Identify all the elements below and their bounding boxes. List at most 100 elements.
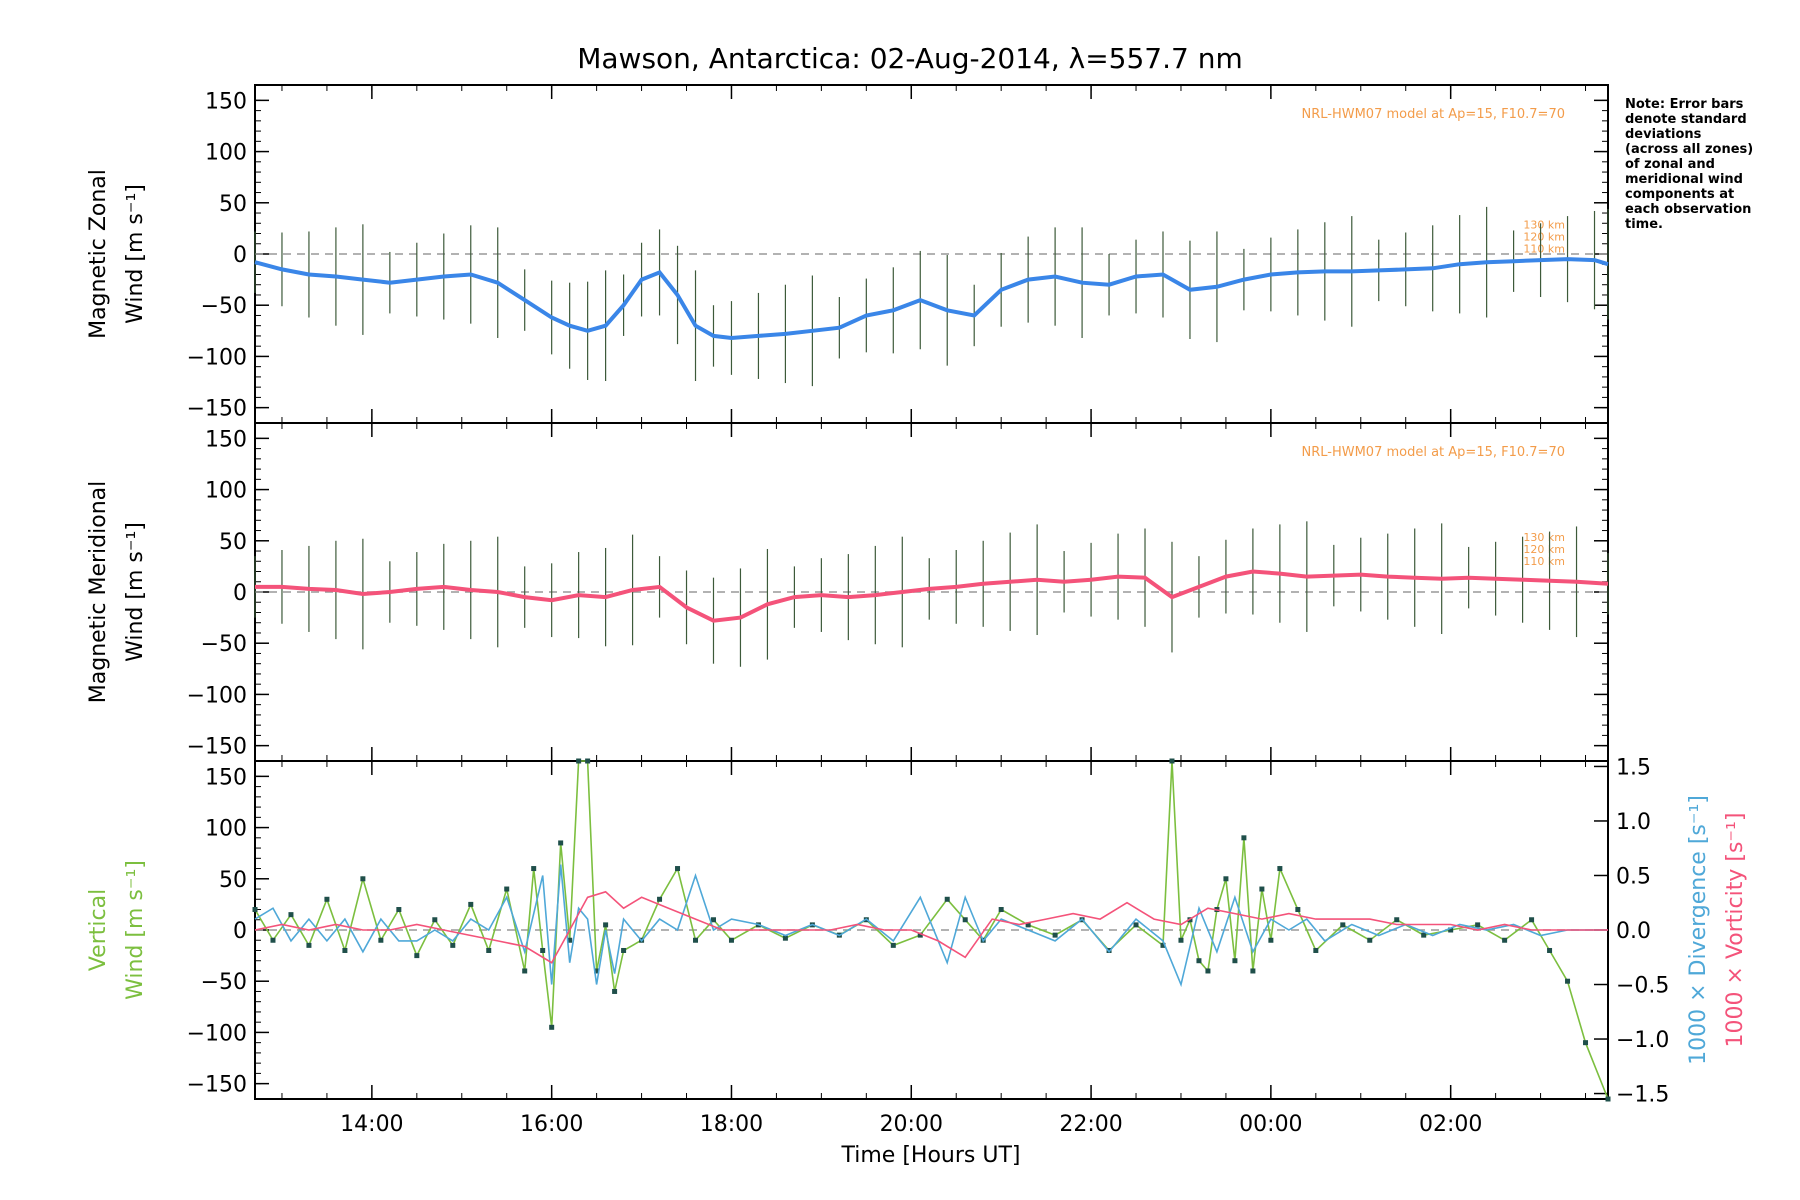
vertical-wind-point bbox=[1178, 937, 1184, 943]
note-line: time. bbox=[1625, 217, 1663, 232]
vertical-wind-point bbox=[1547, 947, 1553, 953]
vertical-panel: −150 −100 −50 0 50 100 150 −1.5 −1.0 −0.5 0.0 0.5 1.… bbox=[86, 755, 1748, 1168]
vertical-wind-point bbox=[1025, 922, 1031, 928]
vertical-wind-point bbox=[1367, 937, 1373, 943]
vertical-ytick-right-label: 1.5 bbox=[1616, 755, 1651, 780]
vertical-ytick-label: 50 bbox=[219, 868, 247, 893]
vertical-wind-point bbox=[576, 758, 582, 764]
zonal-ytick-label: 0 bbox=[233, 243, 247, 268]
vertical-wind-point bbox=[360, 876, 366, 882]
vertical-wind-point bbox=[1421, 932, 1427, 938]
vertical-wind-point bbox=[540, 947, 546, 953]
vertical-wind-point bbox=[1502, 937, 1508, 943]
meridional-altitude-label: 120 km bbox=[1523, 543, 1565, 556]
vertical-ytick-right-label: 0.0 bbox=[1616, 919, 1651, 944]
vertical-wind-point bbox=[378, 937, 384, 943]
vertical-ytick-right-label: −1.0 bbox=[1616, 1028, 1669, 1053]
meridional-model-note: NRL-HWM07 model at Ap=15, F10.7=70 bbox=[1302, 445, 1566, 460]
vertical-wind-point bbox=[252, 907, 258, 913]
xtick-label: 20:00 bbox=[880, 1112, 943, 1137]
meridional-ytick-label: −100 bbox=[187, 683, 247, 708]
vertical-wind-point bbox=[1529, 917, 1535, 923]
meridional-ylabel-line2: Wind [m s⁻¹] bbox=[123, 522, 148, 662]
vertical-wind-point bbox=[1583, 1040, 1589, 1046]
vertical-wind-point bbox=[1223, 876, 1229, 882]
vertical-wind-point bbox=[603, 922, 609, 928]
note-line: deviations bbox=[1625, 127, 1702, 142]
vertical-wind-point bbox=[621, 947, 627, 953]
zonal-panel: NRL-HWM07 model at Ap=15, F10.7=70 −150 −… bbox=[86, 84, 1609, 424]
zonal-series-line bbox=[254, 257, 1609, 341]
note-line: of zonal and bbox=[1625, 157, 1715, 172]
vertical-wind-point bbox=[917, 932, 923, 938]
vertical-wind-point bbox=[306, 942, 312, 948]
meridional-ytick-label: 150 bbox=[205, 427, 247, 452]
vertical-wind-point bbox=[657, 896, 663, 902]
vertical-wind-point bbox=[1295, 907, 1301, 913]
zonal-altitude-label: 130 km bbox=[1523, 218, 1565, 231]
xtick-label: 02:00 bbox=[1419, 1112, 1482, 1137]
zonal-ytick-label: −100 bbox=[187, 345, 247, 370]
meridional-altitude-label: 130 km bbox=[1523, 531, 1565, 544]
zonal-ytick-label: 100 bbox=[205, 141, 247, 166]
vertical-wind-point bbox=[1394, 917, 1400, 923]
vertical-wind-point bbox=[693, 937, 699, 943]
vertical-wind-point bbox=[1241, 835, 1247, 841]
vertical-wind-point bbox=[531, 866, 537, 872]
vertical-wind-point bbox=[396, 907, 402, 913]
zonal-altitude-label: 110 km bbox=[1523, 242, 1565, 255]
note-line: (across all zones) bbox=[1625, 142, 1753, 157]
vertical-series-line bbox=[254, 890, 1608, 964]
vertical-wind-point bbox=[288, 912, 294, 918]
vertical-wind-point bbox=[675, 866, 681, 872]
chart-title: Mawson, Antarctica: 02-Aug-2014, λ=557.7… bbox=[577, 42, 1243, 75]
meridional-ytick-label: 100 bbox=[205, 479, 247, 504]
vertical-wind-point bbox=[432, 917, 438, 923]
zonal-ylabel-line1: Magnetic Zonal bbox=[86, 169, 111, 339]
zonal-ytick-label: 50 bbox=[219, 192, 247, 217]
vertical-wind-point bbox=[1052, 932, 1058, 938]
vertical-wind-point bbox=[1313, 947, 1319, 953]
vertical-wind-point bbox=[1448, 927, 1454, 933]
vertical-ytick-label: 0 bbox=[233, 919, 247, 944]
meridional-panel: NRL-HWM07 model at Ap=15, F10.7=70 −150 −… bbox=[86, 422, 1609, 762]
vertical-wind-point bbox=[585, 758, 591, 764]
vertical-ytick-label: −100 bbox=[187, 1021, 247, 1046]
vertical-ytick-right-label: −1.5 bbox=[1616, 1083, 1669, 1108]
vorticity-axis-label: 1000 × Vorticity [s⁻¹] bbox=[1723, 813, 1748, 1048]
zonal-ytick-label: −150 bbox=[187, 397, 247, 422]
vertical-wind-point bbox=[504, 886, 510, 892]
vertical-wind-point bbox=[1196, 958, 1202, 964]
vertical-wind-point bbox=[1169, 758, 1175, 764]
note-line: meridional wind bbox=[1625, 172, 1743, 187]
vertical-wind-point bbox=[1232, 958, 1238, 964]
vertical-wind-point bbox=[558, 840, 564, 846]
vertical-wind-point bbox=[1250, 968, 1256, 974]
xtick-label: 16:00 bbox=[520, 1112, 583, 1137]
xtick-label: 00:00 bbox=[1239, 1112, 1302, 1137]
vertical-wind-point bbox=[1475, 922, 1481, 928]
vertical-ytick-label: 150 bbox=[205, 765, 247, 790]
vertical-wind-point bbox=[549, 1024, 555, 1030]
vertical-wind-point bbox=[962, 917, 968, 923]
vertical-ytick-right-label: 1.0 bbox=[1616, 810, 1651, 835]
meridional-ytick-label: −150 bbox=[187, 735, 247, 760]
vertical-wind-point bbox=[890, 942, 896, 948]
note-line: each observation bbox=[1625, 202, 1751, 217]
zonal-altitude-label: 120 km bbox=[1523, 230, 1565, 243]
vertical-wind-point bbox=[414, 953, 420, 959]
vertical-ytick-label: 100 bbox=[205, 817, 247, 842]
note-line: components at bbox=[1625, 187, 1734, 202]
zonal-ytick-label: 150 bbox=[205, 89, 247, 114]
vertical-ytick-right-label: −0.5 bbox=[1616, 974, 1669, 999]
vertical-ylabel-line1: Vertical bbox=[86, 889, 111, 971]
vertical-ytick-right-label: 0.5 bbox=[1616, 864, 1651, 889]
vertical-wind-point bbox=[486, 947, 492, 953]
vertical-wind-point bbox=[998, 907, 1004, 913]
vertical-wind-point bbox=[1605, 1096, 1611, 1102]
vertical-wind-point bbox=[522, 968, 528, 974]
vertical-ytick-label: −50 bbox=[201, 970, 247, 995]
vertical-wind-point bbox=[270, 937, 276, 943]
vertical-wind-point bbox=[594, 968, 600, 974]
